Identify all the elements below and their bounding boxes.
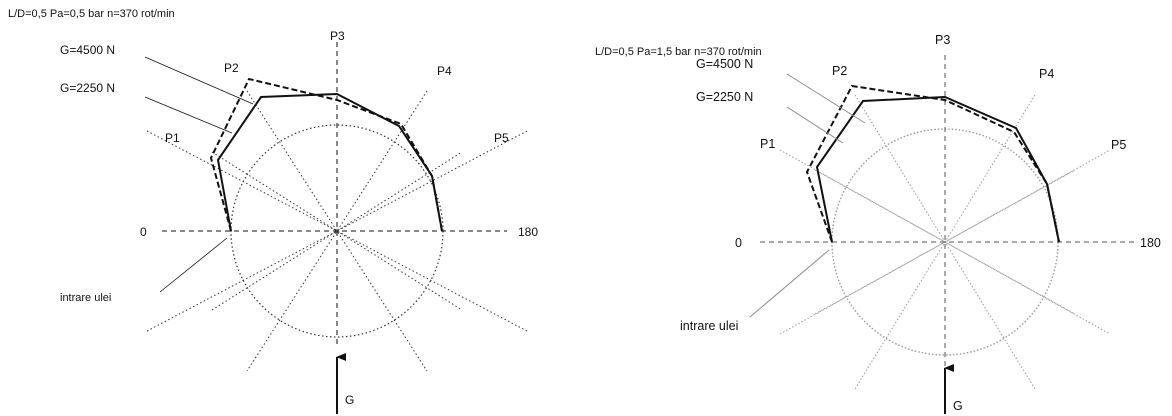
label-zero: 0: [140, 225, 147, 239]
label-p5: P5: [494, 131, 509, 145]
label-180: 180: [1140, 236, 1161, 250]
label-p4: P4: [1039, 67, 1054, 81]
leader-oil-inlet: [749, 249, 830, 318]
legend-dashed: G=4500 N: [60, 43, 115, 57]
legend-solid: G=2250 N: [60, 81, 115, 95]
leader-4500: [786, 73, 866, 124]
pressure-curve-2250: [815, 95, 1060, 243]
label-p5: P5: [1111, 138, 1126, 152]
label-load: G: [953, 399, 963, 413]
legend-solid: G=2250 N: [696, 90, 753, 104]
radial-grid: [146, 90, 528, 372]
pressure-curve-2250: [216, 92, 443, 232]
label-load: G: [345, 393, 354, 407]
label-p2: P2: [224, 61, 239, 75]
leader-4500: [144, 56, 254, 105]
label-oil-inlet: intrare ulei: [60, 292, 111, 304]
pressure-curve-4500: [805, 84, 1060, 243]
condition-label: L/D=0,5 Pa=1,5 bar n=370 rot/min: [595, 46, 762, 58]
label-180: 180: [518, 225, 538, 239]
diagram-left: L/D=0,5 Pa=0,5 bar n=370 rot/min P3 P2 P…: [8, 8, 538, 414]
label-p4: P4: [437, 64, 452, 78]
label-p3: P3: [935, 33, 950, 47]
pressure-curve-4500: [209, 77, 443, 232]
diagram-right: L/D=0,5 Pa=1,5 bar n=370 rot/min P3 P2 P…: [595, 33, 1161, 414]
legend-dashed: G=4500 N: [696, 57, 753, 71]
label-p1: P1: [760, 137, 775, 151]
leader-2250: [144, 96, 233, 134]
label-p3: P3: [330, 29, 345, 43]
condition-label: L/D=0,5 Pa=0,5 bar n=370 rot/min: [8, 8, 175, 20]
leader-oil-inlet: [159, 237, 228, 293]
label-oil-inlet: intrare ulei: [680, 319, 738, 333]
label-p1: P1: [165, 131, 180, 145]
label-p2: P2: [832, 64, 847, 78]
leader-2250: [786, 106, 844, 144]
label-zero: 0: [735, 236, 742, 250]
